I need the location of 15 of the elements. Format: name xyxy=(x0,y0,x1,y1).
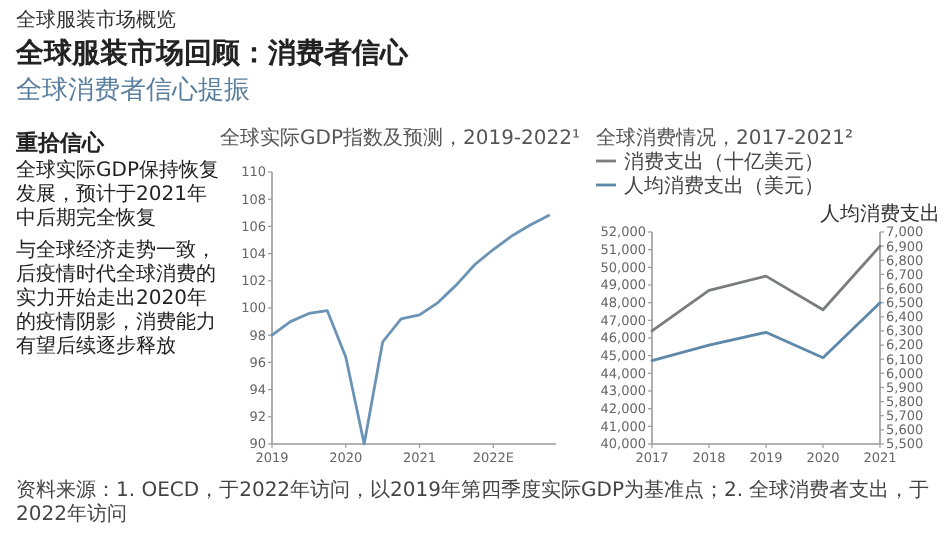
legend-label: 消费支出（十亿美元） xyxy=(624,150,824,174)
y2-axis-title: 人均消费支出 xyxy=(820,202,940,226)
chart-title: 全球实际GDP指数及预测，2019-2022¹ xyxy=(220,126,580,150)
line-series xyxy=(650,244,882,333)
line-series xyxy=(650,301,882,363)
text: 全球实际GDP保持恢复发展，预计于2021年中后期完全恢复 xyxy=(16,160,220,232)
text: 重拾信心 xyxy=(16,128,104,158)
chart-title: 全球消费情况，2017-2021² xyxy=(596,126,854,150)
text: 与全球经济走势一致，后疫情时代全球消费的实力开始走出2020年的疫情阴影，消费能力有望后续逐步释放 xyxy=(16,240,218,360)
text: 资料来源：1. OECD，于2022年访问，以2019年第四季度实际GDP为基准点；2. 全球消费者支出，于2022年访问 xyxy=(16,480,932,528)
line-series xyxy=(270,214,551,446)
text: 全球服装市场回顾：消费者信心 xyxy=(16,36,408,72)
text: 全球服装市场概览 xyxy=(16,7,176,34)
text: 全球消费者信心提振 xyxy=(16,74,250,108)
legend-label: 人均消费支出（美元） xyxy=(624,174,824,198)
